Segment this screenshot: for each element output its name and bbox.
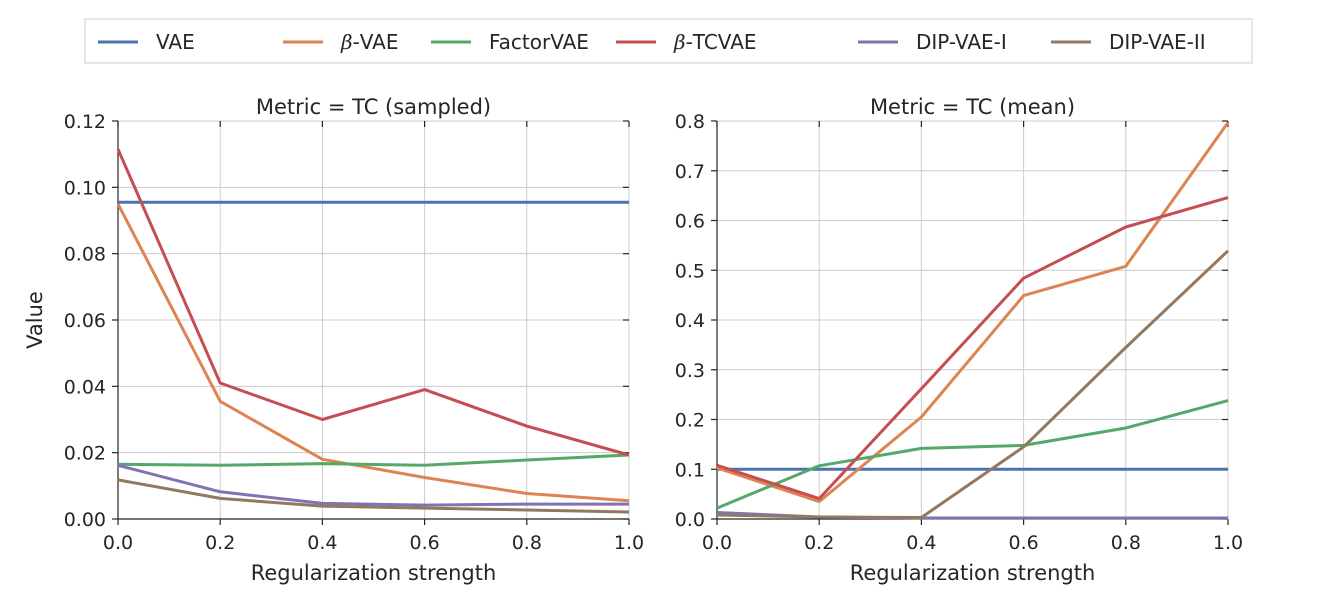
legend-entry-text: DIP-VAE-I bbox=[916, 30, 1007, 54]
y-tick-label: 0.10 bbox=[64, 177, 106, 199]
y-tick-label: 0.7 bbox=[675, 161, 705, 183]
y-tick-label: 0.5 bbox=[675, 260, 705, 282]
series-line-dip-vae-i bbox=[117, 463, 629, 507]
y-tick-label: 0.00 bbox=[64, 509, 106, 531]
series-line-beta-tcvae bbox=[116, 148, 630, 457]
panel-tc-mean: 0.0 0.2 0.4 0.6 0.8 1.0 0.0 0.1 0.2 0.3 0.4 0.5 0.6 0… bbox=[675, 95, 1243, 585]
x-tick-label: 0.0 bbox=[103, 532, 133, 554]
legend-entry-text: -VAE bbox=[353, 30, 399, 54]
legend-entry-label: β-TCVAE bbox=[673, 30, 757, 54]
x-tick-label: 1.0 bbox=[1213, 532, 1243, 554]
series-line-factorvae bbox=[716, 399, 1229, 510]
y-tick-label: 0.0 bbox=[675, 509, 705, 531]
panel-tc-sampled: 0.0 0.2 0.4 0.6 0.8 1.0 0.00 0.02 0.04 0.06 0.08 0.… bbox=[23, 95, 644, 585]
y-tick-label: 0.3 bbox=[675, 360, 705, 382]
series-line-beta-vae bbox=[116, 203, 630, 503]
legend-entry-label: DIP-VAE-I bbox=[916, 30, 1007, 54]
panel-title: Metric = TC (sampled) bbox=[256, 95, 491, 119]
x-tick-label: 0.4 bbox=[307, 532, 337, 554]
y-tick-label: 0.6 bbox=[675, 211, 705, 233]
legend-entry-label: FactorVAE bbox=[489, 30, 589, 54]
x-axis-label: Regularization strength bbox=[251, 561, 497, 585]
y-tick-label: 0.02 bbox=[64, 443, 106, 465]
y-tick-label: 0.04 bbox=[64, 376, 106, 398]
x-tick-label: 0.2 bbox=[205, 532, 235, 554]
x-tick-label: 0.6 bbox=[409, 532, 439, 554]
y-tick-label: 0.4 bbox=[675, 310, 705, 332]
legend-entry-text: VAE bbox=[156, 30, 195, 54]
y-tick-label: 0.8 bbox=[675, 111, 705, 133]
y-tick-label: 0.2 bbox=[675, 410, 705, 432]
series-line-beta-tcvae bbox=[716, 196, 1229, 501]
x-tick-label: 0.4 bbox=[906, 532, 936, 554]
y-tick-label: 0.08 bbox=[64, 244, 106, 266]
y-tick-label: 0.12 bbox=[64, 111, 106, 133]
x-tick-label: 0.0 bbox=[702, 532, 732, 554]
x-tick-label: 0.6 bbox=[1008, 532, 1038, 554]
y-axis-label: Value bbox=[23, 291, 47, 349]
x-tick-label: 0.2 bbox=[804, 532, 834, 554]
x-tick-label: 1.0 bbox=[614, 532, 644, 554]
legend-entry-text: DIP-VAE-II bbox=[1109, 30, 1206, 54]
legend-entry-text: FactorVAE bbox=[489, 30, 589, 54]
legend-beta-symbol: β bbox=[340, 30, 353, 54]
x-tick-label: 0.8 bbox=[512, 532, 542, 554]
y-tick-label: 0.06 bbox=[64, 310, 106, 332]
x-tick-label: 0.8 bbox=[1111, 532, 1141, 554]
series-line-dip-vae-ii bbox=[716, 249, 1230, 519]
legend-entry-text: -TCVAE bbox=[686, 30, 757, 54]
series-line-beta-vae bbox=[716, 121, 1230, 504]
panel-title: Metric = TC (mean) bbox=[870, 95, 1075, 119]
legend-entry-label: VAE bbox=[156, 30, 195, 54]
y-tick-label: 0.1 bbox=[675, 459, 705, 481]
legend: VAE β-VAE FactorVAE β-TCVAE DIP-VAE-I DIP-VAE… bbox=[84, 18, 1253, 64]
series-line-factorvae bbox=[117, 453, 630, 467]
legend-beta-symbol: β bbox=[673, 30, 686, 54]
x-axis-label: Regularization strength bbox=[850, 561, 1096, 585]
legend-entry-label: DIP-VAE-II bbox=[1109, 30, 1206, 54]
legend-entry-label: β-VAE bbox=[340, 30, 399, 54]
series-line-dip-vae-ii bbox=[117, 478, 630, 514]
